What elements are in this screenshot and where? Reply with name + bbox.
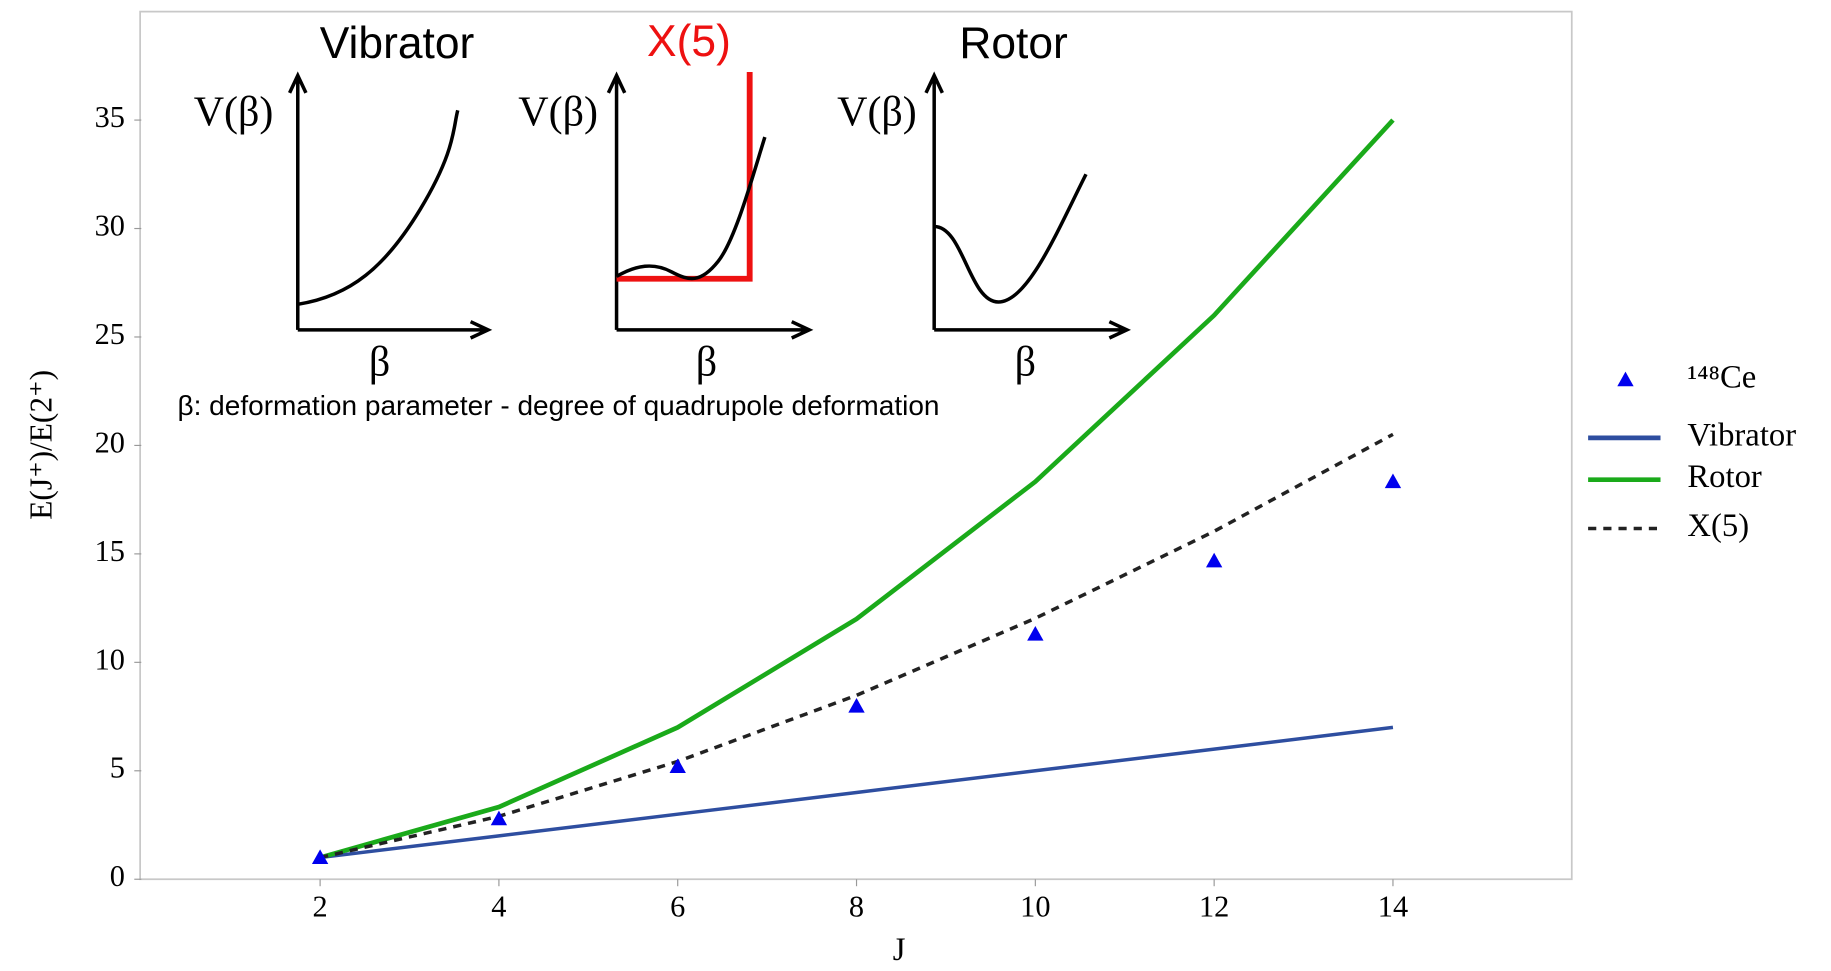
inset-title: X(5) [647,17,731,66]
x-tick-label: 10 [1020,889,1050,923]
y-tick-label: 25 [95,317,125,351]
data-point [1205,552,1223,568]
legend-label: X(5) [1687,508,1749,544]
inset-x-label: β [696,340,717,386]
data-point [848,698,865,713]
inset-y-label: V(β) [518,90,598,136]
y-tick-label: 0 [110,859,125,893]
legend-label: Rotor [1687,459,1762,495]
inset-curve [297,109,460,307]
inset-x-label: β [369,340,390,386]
x-tick-label: 4 [491,889,506,923]
x-tick-label: 12 [1199,889,1229,923]
y-axis-label: E(J⁺)/E(2⁺) [24,370,59,520]
inset-title: Vibrator [320,19,475,68]
x-tick-label: 14 [1378,889,1408,923]
note: β: deformation parameter - degree of qua… [177,390,939,421]
x-tick-label: 6 [670,889,685,923]
data-point [1384,473,1402,489]
y-tick-label: 30 [95,209,125,243]
plot-frame [139,10,1573,881]
inset-y-label: V(β) [194,90,274,136]
inset-well [616,72,753,282]
legend-label: Vibrator [1687,417,1796,453]
x-axis-label: J [893,932,906,968]
data-point [669,758,686,773]
inset-axes [924,71,1132,340]
y-tick-label: 10 [95,642,125,676]
y-tick-label: 20 [95,425,125,459]
y-tick-label: 5 [110,751,125,785]
inset-x-label: β [1015,340,1036,386]
y-tick-label: 35 [95,100,125,134]
legend-label: ¹⁴⁸Ce [1687,359,1756,395]
inset-curve [933,173,1088,304]
series-line [319,725,1394,860]
legend-marker [1617,371,1634,387]
series-line [319,118,1395,860]
inset-diagrams [288,71,1132,340]
inset-title: Rotor [959,19,1068,68]
y-tick-label: 15 [95,534,125,568]
x-tick-label: 2 [313,889,328,923]
data-point [311,849,329,865]
inset-axes [606,71,814,340]
inset-y-label: V(β) [837,90,917,136]
x-tick-label: 8 [849,889,864,923]
data-point [1027,626,1044,641]
inset-axes [288,71,493,340]
data-point [490,810,508,826]
inset-curve [615,136,767,281]
